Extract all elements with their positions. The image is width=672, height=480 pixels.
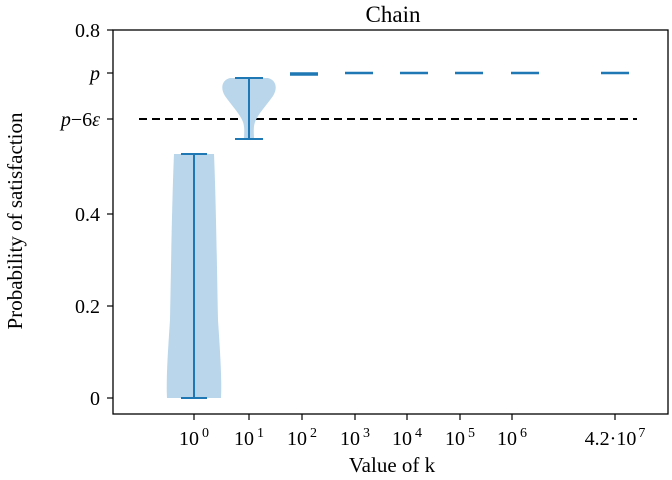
y-tick-label-p-minus-6eps: p−6ε: [59, 109, 100, 131]
x-tick-label: 10 1: [234, 426, 264, 450]
y-tick-p-part: p: [59, 109, 71, 131]
x-tick-label: 10 6: [497, 426, 527, 450]
y-axis-title: Probability of satisfaction: [3, 112, 27, 329]
y-tick-label: 0: [90, 388, 100, 410]
y-tick-label: 0.4: [75, 204, 100, 226]
x-axis: 10 0 10 1 10 2 10 3 10 4 10 5 10 6 4.2·10 7: [179, 414, 645, 450]
y-tick-eps-part: ε: [92, 109, 100, 131]
violin-k-10e0: [166, 153, 222, 399]
y-tick-label: 0.2: [75, 296, 100, 318]
x-axis-title: Value of k: [349, 453, 436, 477]
x-tick-label: 10 3: [340, 426, 370, 450]
y-tick-minus6-part: −6: [71, 109, 92, 131]
violin-k-10e1: [222, 77, 276, 140]
y-tick-label: 0.8: [75, 20, 100, 42]
x-tick-label: 10 4: [392, 426, 422, 450]
y-axis: 0.8 p p−6ε 0.4 0.2 0: [59, 20, 113, 410]
y-tick-label-p: p: [88, 63, 100, 85]
x-tick-label: 10 2: [287, 426, 317, 450]
x-tick-label: 10 0: [179, 426, 209, 450]
x-tick-label: 4.2·10 7: [585, 426, 646, 450]
plot-area-frame: [112, 29, 669, 415]
chart-title: Chain: [366, 2, 421, 27]
x-tick-label: 10 5: [445, 426, 475, 450]
